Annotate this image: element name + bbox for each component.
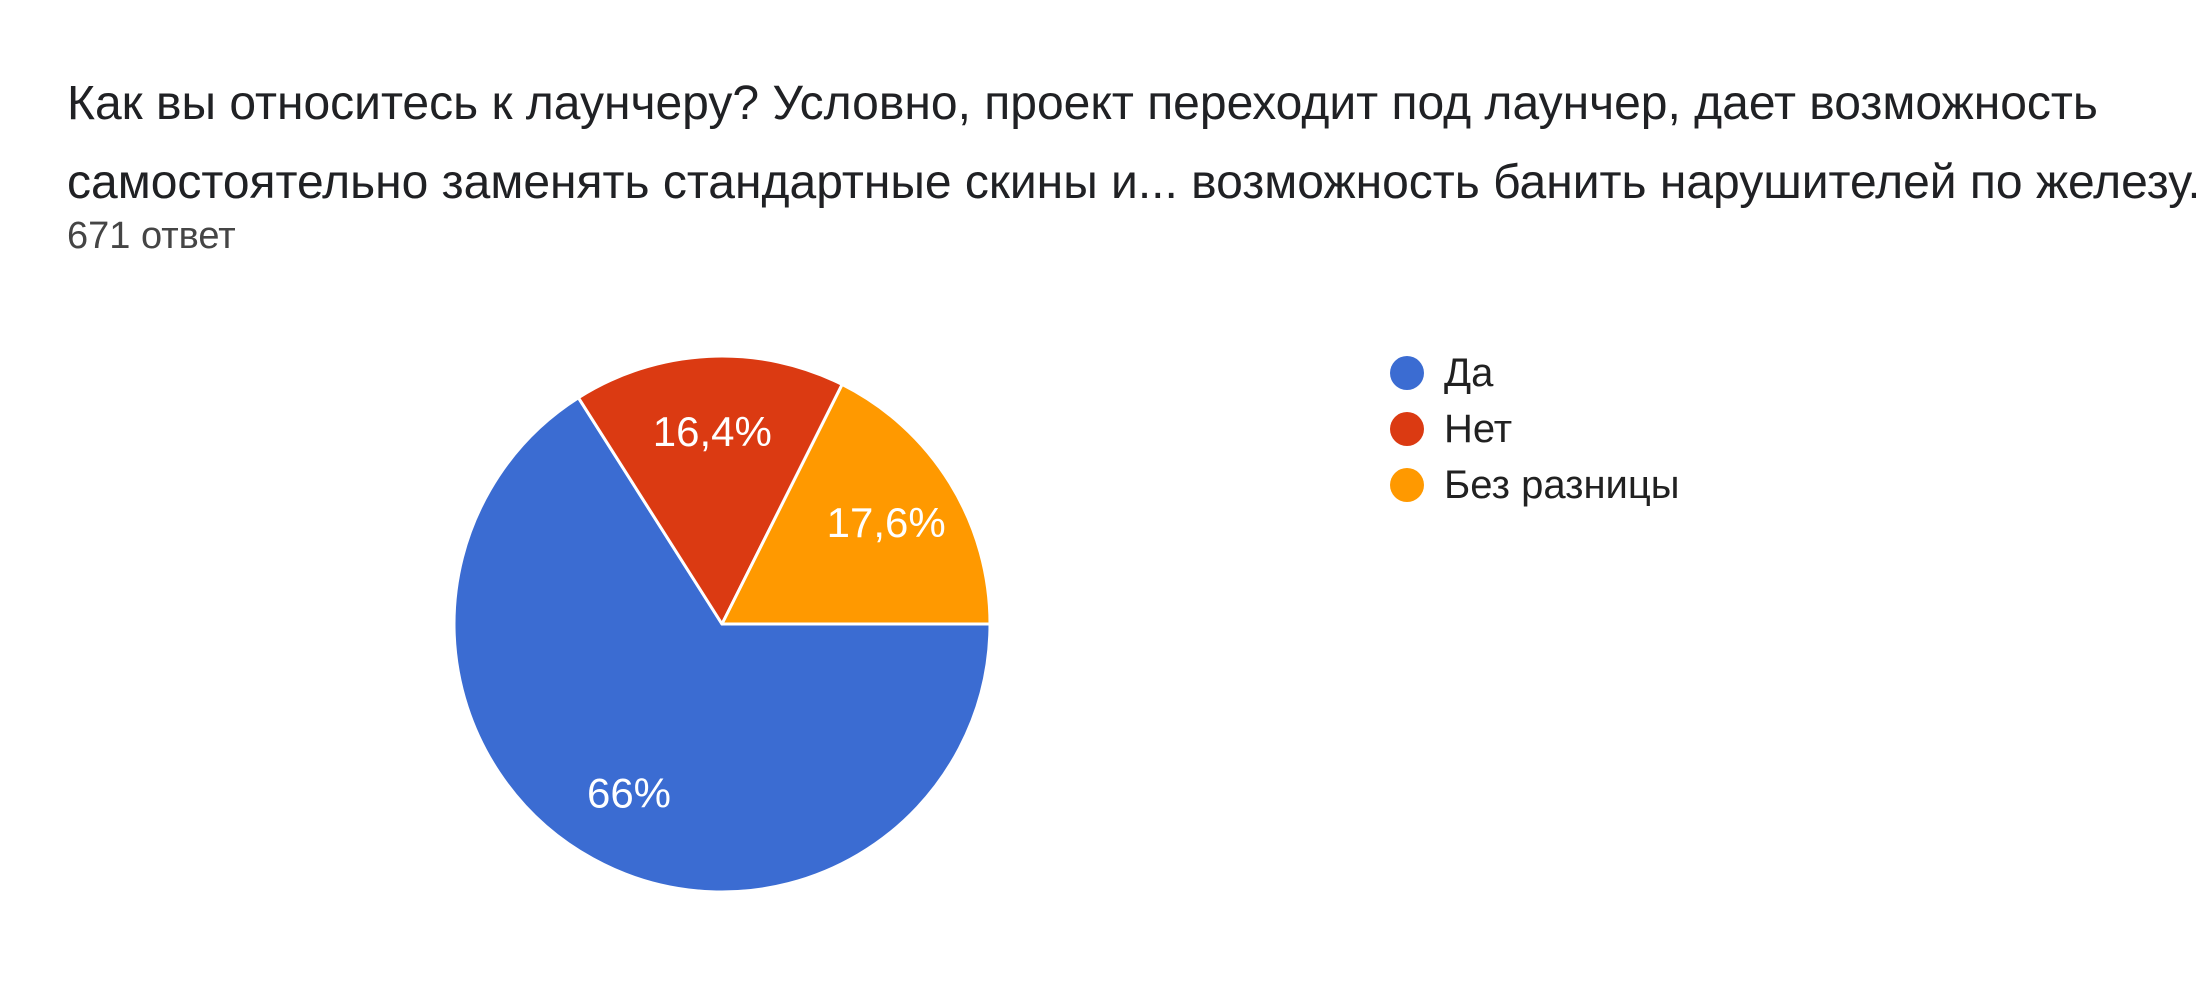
legend-swatch-icon (1390, 412, 1424, 446)
legend-label: Без разницы (1444, 463, 1680, 507)
legend-item-1: Нет (1390, 401, 1680, 457)
question-title-line-2: самостоятельно заменять стандартные скин… (67, 156, 2196, 209)
legend-item-0: Да (1390, 345, 1680, 401)
slice-percent-label-1: 16,4% (653, 408, 772, 455)
legend: Да Нет Без разницы (1390, 345, 1680, 513)
legend-swatch-icon (1390, 356, 1424, 390)
slice-percent-label-2: 17,6% (827, 499, 946, 546)
pie-slice-0 (452, 396, 992, 894)
legend-swatch-icon (1390, 468, 1424, 502)
response-count: 671 ответ (67, 215, 236, 257)
pie-slice-1 (576, 354, 844, 626)
legend-item-2: Без разницы (1390, 457, 1680, 513)
legend-label: Нет (1444, 407, 1513, 451)
question-title: Как вы относитесь к лаунчеру? Условно, п… (67, 64, 2196, 222)
legend-label: Да (1444, 351, 1494, 395)
question-title-line-1: Как вы относитесь к лаунчеру? Условно, п… (67, 77, 2098, 130)
slice-percent-label-0: 66% (587, 770, 671, 817)
pie-slice-2 (720, 382, 992, 626)
